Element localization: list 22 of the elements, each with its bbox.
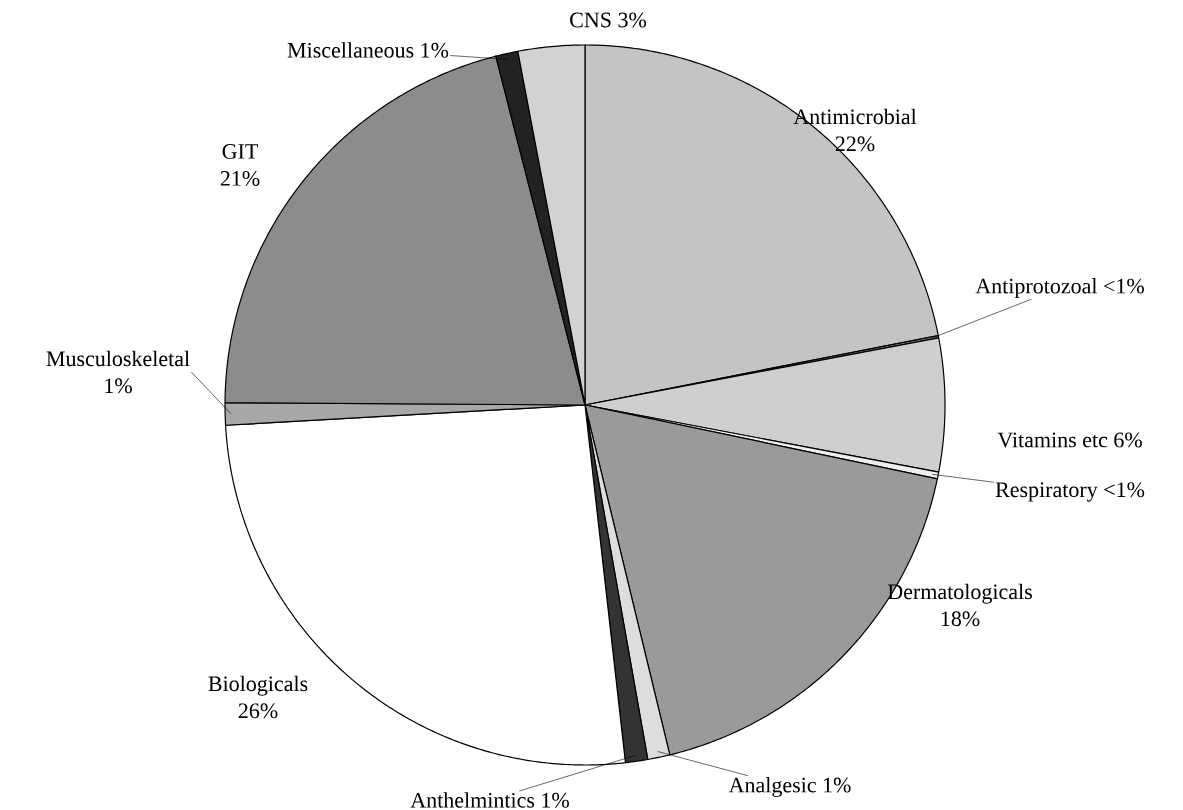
slice-label: Analgesic bbox=[728, 776, 816, 797]
data-label: 22% bbox=[835, 136, 875, 152]
data-label: 3% bbox=[618, 12, 647, 28]
slice-label: Vitamins etc bbox=[997, 432, 1108, 448]
data-label: 21% bbox=[220, 170, 260, 186]
data-label: 1% bbox=[542, 792, 569, 808]
slice-label: CNS bbox=[570, 12, 611, 28]
data-label: 1% bbox=[105, 378, 132, 394]
slice-label: Miscellaneous bbox=[287, 42, 414, 58]
data-label: 1% bbox=[824, 777, 851, 793]
slice-label: Musculoskeletal bbox=[46, 350, 190, 367]
slice-label: GIT bbox=[222, 144, 258, 159]
data-label: 26% bbox=[238, 703, 278, 719]
data-label: <1% bbox=[1104, 482, 1145, 498]
slice-label: Antiprotozoal bbox=[975, 278, 1098, 298]
data-label: <1% bbox=[1104, 278, 1144, 294]
slice-label: Biologicals bbox=[208, 675, 308, 696]
slice-label: Anthelmintics bbox=[410, 792, 535, 808]
data-label: 18% bbox=[941, 611, 980, 627]
data-label: 6% bbox=[1114, 432, 1142, 448]
slice-label: Respiratory bbox=[995, 482, 1098, 502]
data-label: 1% bbox=[421, 42, 449, 58]
